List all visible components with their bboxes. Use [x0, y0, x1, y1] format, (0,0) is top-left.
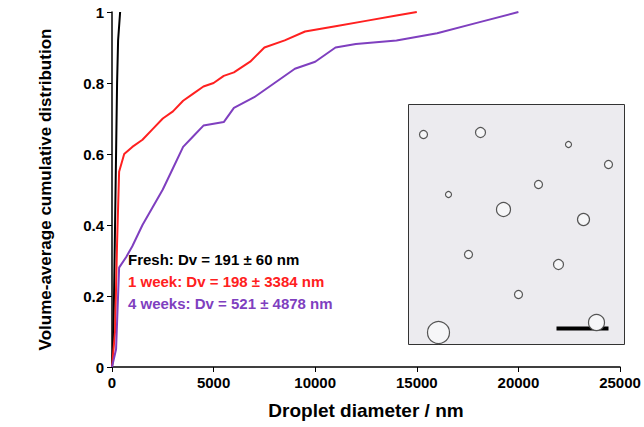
svg-text:0: 0	[108, 374, 116, 391]
svg-text:Fresh: Dv = 191 ± 60 nm: Fresh: Dv = 191 ± 60 nm	[128, 251, 299, 268]
svg-text:0.2: 0.2	[83, 288, 104, 305]
svg-text:5000: 5000	[197, 374, 230, 391]
svg-text:25000: 25000	[599, 374, 641, 391]
svg-text:0.8: 0.8	[83, 75, 104, 92]
svg-text:15000: 15000	[396, 374, 438, 391]
svg-text:1: 1	[96, 4, 104, 21]
svg-text:Volume-average cumulative dist: Volume-average cumulative distribution	[36, 29, 55, 351]
svg-text:0.6: 0.6	[83, 146, 104, 163]
svg-text:1 week: Dv = 198 ± 3384 nm: 1 week: Dv = 198 ± 3384 nm	[128, 273, 324, 290]
svg-text:4 weeks: Dv = 521 ± 4878 nm: 4 weeks: Dv = 521 ± 4878 nm	[128, 295, 333, 312]
svg-text:10000: 10000	[294, 374, 336, 391]
svg-text:Droplet diameter / nm: Droplet diameter / nm	[268, 400, 463, 421]
svg-text:0: 0	[96, 359, 104, 376]
svg-text:20000: 20000	[498, 374, 540, 391]
svg-text:0.4: 0.4	[83, 217, 105, 234]
